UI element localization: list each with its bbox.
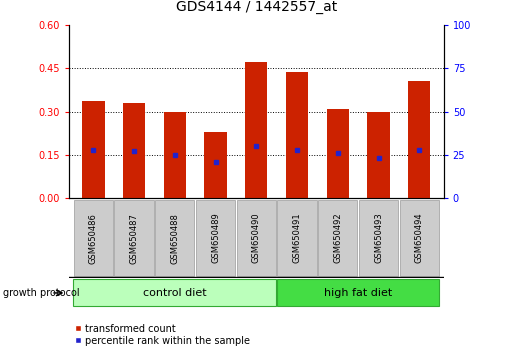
FancyBboxPatch shape [195, 200, 235, 276]
FancyBboxPatch shape [74, 200, 112, 276]
FancyBboxPatch shape [358, 200, 398, 276]
Bar [204, 132, 227, 198]
Text: control diet: control diet [143, 288, 206, 298]
FancyBboxPatch shape [236, 200, 275, 276]
Bar [123, 103, 145, 198]
FancyBboxPatch shape [155, 200, 194, 276]
Bar [366, 112, 389, 198]
FancyBboxPatch shape [277, 200, 316, 276]
Text: GSM650488: GSM650488 [170, 213, 179, 263]
FancyBboxPatch shape [318, 200, 357, 276]
Text: GSM650486: GSM650486 [89, 213, 98, 263]
Bar [326, 109, 348, 198]
FancyBboxPatch shape [73, 279, 276, 307]
Text: GDS4144 / 1442557_at: GDS4144 / 1442557_at [175, 0, 336, 14]
Bar [245, 62, 267, 198]
Text: GSM650492: GSM650492 [332, 213, 342, 263]
Text: GSM650493: GSM650493 [373, 213, 382, 263]
Text: high fat diet: high fat diet [323, 288, 391, 298]
Text: growth protocol: growth protocol [3, 288, 79, 298]
Bar [407, 81, 430, 198]
FancyBboxPatch shape [399, 200, 438, 276]
Text: GSM650489: GSM650489 [211, 213, 219, 263]
Bar [82, 101, 104, 198]
Bar [285, 73, 307, 198]
Text: GSM650490: GSM650490 [251, 213, 260, 263]
FancyBboxPatch shape [114, 200, 153, 276]
Bar [163, 112, 186, 198]
Text: GSM650491: GSM650491 [292, 213, 301, 263]
Text: GSM650494: GSM650494 [414, 213, 423, 263]
Legend: transformed count, percentile rank within the sample: transformed count, percentile rank withi… [74, 324, 250, 346]
FancyBboxPatch shape [276, 279, 438, 307]
Text: GSM650487: GSM650487 [129, 213, 138, 263]
